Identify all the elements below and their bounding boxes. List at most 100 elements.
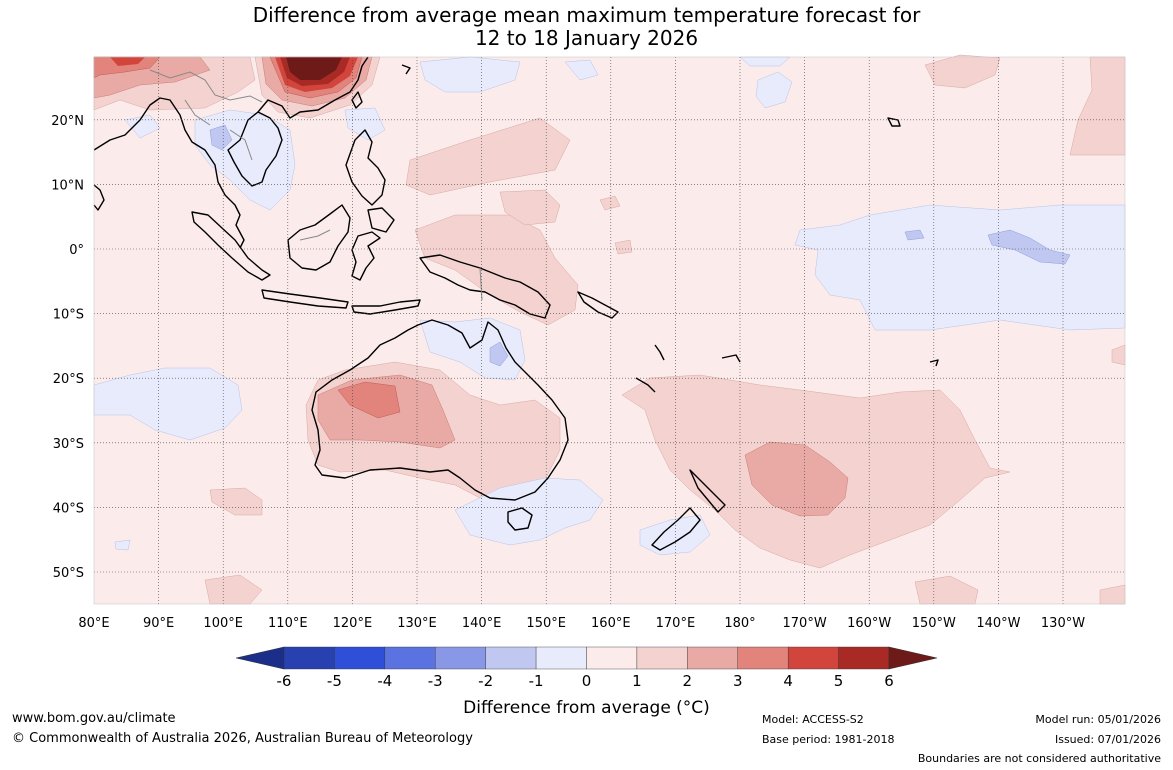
longitude-label: 170°W [783,616,827,631]
boundary-line [184,99,211,126]
model-name: Model: ACCESS-S2 [762,713,864,726]
anomaly-region-minus2-minus1 [987,229,1071,265]
longitude-label: 160°W [847,616,891,631]
anomaly-region-minus1-0 [639,514,711,556]
anomaly-region-4-5 [110,57,145,66]
coastline-australia [311,319,569,501]
longitude-label: 90°E [143,616,174,631]
anomaly-region-minus1-0 [564,59,599,81]
colorbar: -6 -5 -4 -3 -2 -1 0 1 2 3 4 5 6 [235,646,938,690]
colorbar-tick-label: -6 [277,672,292,690]
boundary-line [299,229,331,241]
coastline-new-zealand [689,469,726,513]
anomaly-region-minus1-0 [755,71,793,109]
latitude-label: 10°S [53,308,84,323]
anomaly-region-minus1-0 [114,539,131,551]
anomaly-region-minus2-minus1 [489,341,509,367]
longitude-label: 120°E [333,616,373,631]
latitude-label: 10°N [51,178,84,193]
longitude-label: 130°E [397,616,437,631]
colorbar-tick-label: -2 [478,672,493,690]
graticule [94,57,1125,604]
latitude-label: 30°S [53,437,84,452]
colorbar-tick-label: 0 [582,672,592,690]
colorbar-title: Difference from average (°C) [463,698,710,718]
anomaly-region-minus2-minus1 [904,229,925,241]
chart-title: Difference from average mean maximum tem… [0,4,1173,50]
colorbar-segment [687,646,738,670]
colorbar-tick-label: -1 [529,672,544,690]
latitude-label: 20°N [51,114,84,129]
colorbar-extend-low [235,646,285,670]
coastline-indochina [227,111,283,187]
colorbar-tick-label: 6 [884,672,894,690]
website-link[interactable]: www.bom.gov.au/climate [12,711,176,726]
boundary-disclaimer: Boundaries are not considered authoritat… [917,752,1161,765]
title-line-2: 12 to 18 January 2026 [474,26,699,50]
colorbar-segment [787,646,839,670]
coastline-islands [635,377,656,393]
boundary-line [149,69,263,103]
anomaly-region-1-2 [209,487,263,516]
coastline-asia [93,184,105,211]
latitude-label: 50°S [53,566,84,581]
colorbar-tick-label: 2 [683,672,693,690]
longitude-label: 170°E [656,616,696,631]
latitude-label: 40°S [53,501,84,516]
coastline-solomons [577,291,619,319]
colorbar-segment [485,646,537,670]
colorbar-tick-label: 3 [733,672,743,690]
colorbar-tick-label: 5 [834,672,844,690]
anomaly-region-minus1-0 [794,204,1126,331]
coastline-new-guinea [419,254,551,319]
title-line-1: Difference from average mean maximum tem… [252,3,921,27]
colorbar-segment [334,646,386,670]
colorbar-segment [838,646,890,670]
coastline-new-zealand [651,507,701,551]
anomaly-region-above-6 [286,57,342,80]
colorbar-tick-label: -3 [428,672,443,690]
copyright-text: © Commonwealth of Australia 2026, Austra… [12,731,473,746]
coastline-borneo [287,204,351,271]
anomaly-region-1-2 [924,54,1001,89]
colorbar-extend-high [888,646,938,670]
anomaly-region-minus2-minus1 [209,124,233,151]
longitude-label: 110°E [268,616,308,631]
anomaly-region-minus1-0 [454,477,604,546]
map-frame [93,56,1126,605]
anomaly-region-1-2 [499,189,561,226]
longitude-label: 180° [724,616,755,631]
anomaly-region-1-2 [599,195,621,211]
coastline-tasmania [507,507,533,531]
coastline-islands [401,64,411,75]
anomaly-region-1-2 [405,117,571,196]
coastline-islands [887,117,901,127]
coastline-taiwan [351,91,363,109]
anomaly-region-minus1-0 [344,107,386,141]
base-period: Base period: 1981-2018 [762,733,895,746]
colorbar-tick-label: -5 [327,672,342,690]
coastline-philippines [367,207,395,233]
colorbar-segment [535,646,587,670]
anomaly-region-minus1-0 [419,56,521,93]
colorbar-segment [737,646,789,670]
coastline-islands [929,359,939,367]
longitude-label: 100°E [203,616,243,631]
longitude-label: 140°W [976,616,1020,631]
longitude-label: 150°W [912,616,956,631]
coastline-java [261,289,349,309]
anomaly-region-1-2 [614,239,633,255]
boundary-line [229,129,253,161]
coastline-philippines [345,129,386,206]
coastline-sulawesi [351,231,381,281]
colorbar-segment [586,646,638,670]
longitude-label: 130°W [1041,616,1085,631]
colorbar-tick-label: -4 [377,672,392,690]
coastline-sumatra [191,211,271,281]
longitude-labels: 80°E 90°E 100°E 110°E 120°E 130°E 140°E 150°E 16… [78,616,1085,631]
anomaly-region-2-3 [744,441,849,517]
anomaly-region-1-2 [914,575,979,605]
colorbar-tick-label: 1 [632,672,642,690]
latitude-label: 20°S [53,372,84,387]
